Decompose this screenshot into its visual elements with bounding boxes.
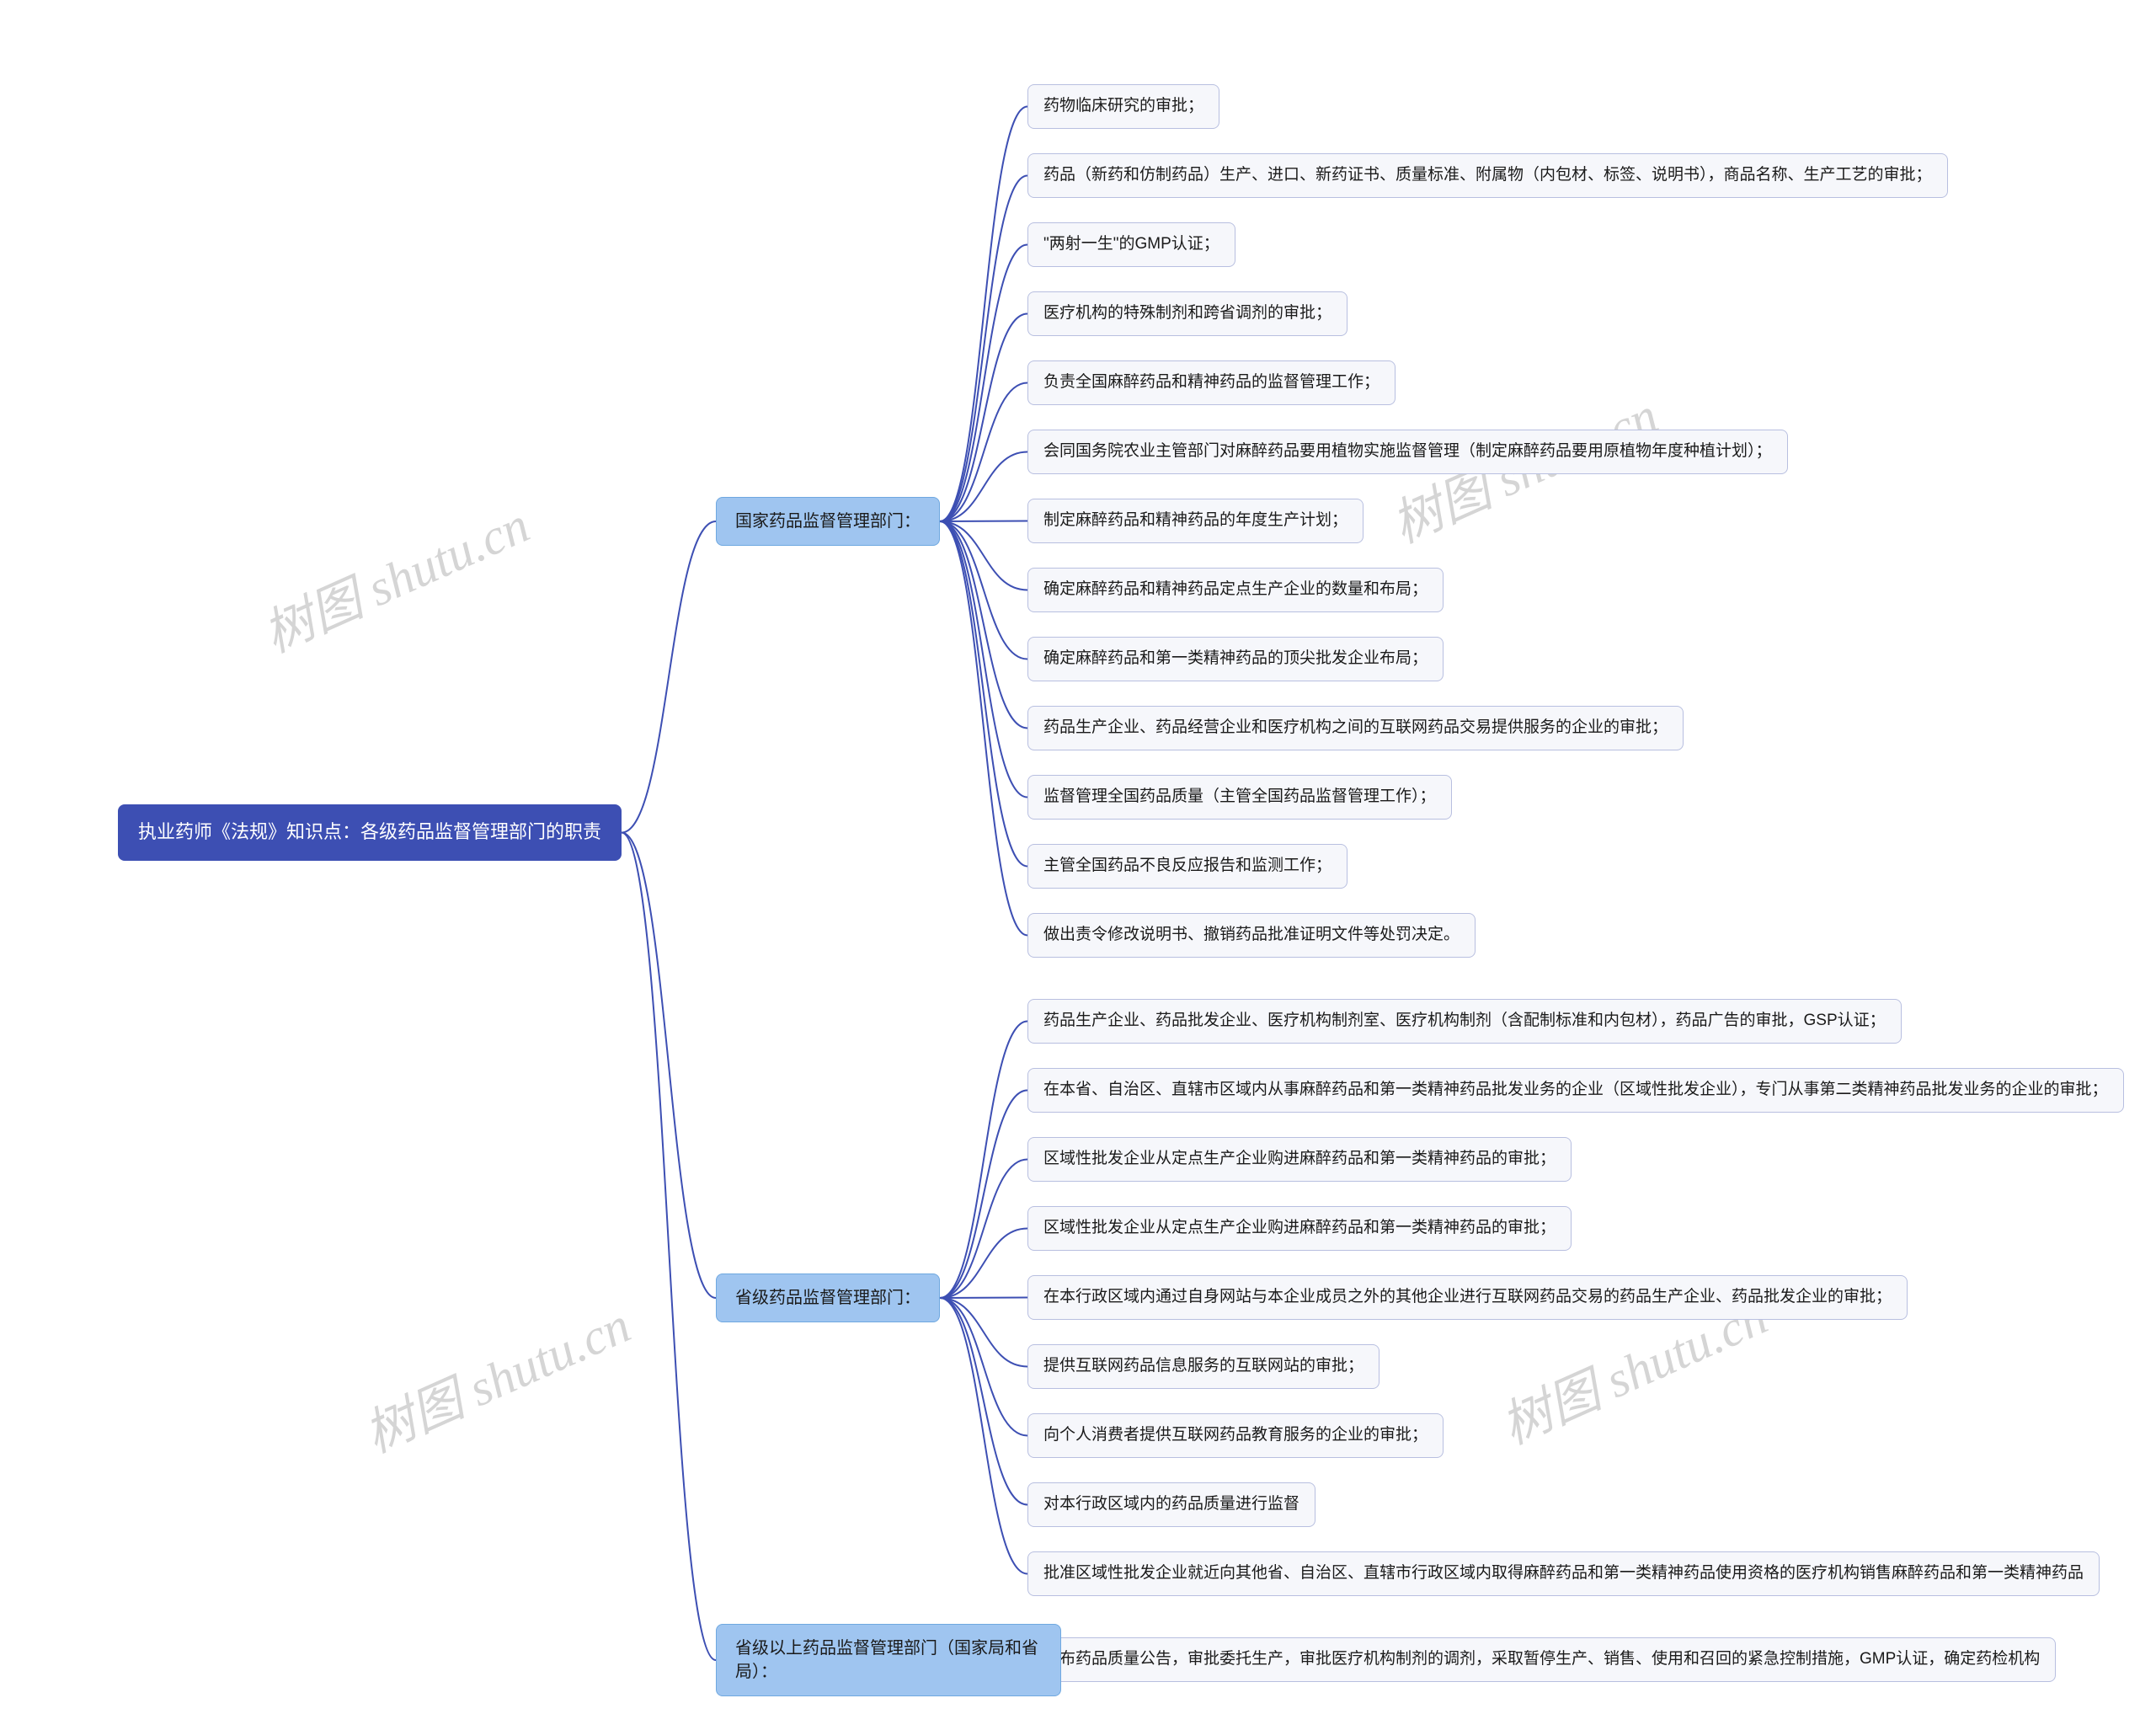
branch-node: 省级药品监督管理部门： xyxy=(716,1273,940,1322)
leaf-node: 在本行政区域内通过自身网站与本企业成员之外的其他企业进行互联网药品交易的药品生产… xyxy=(1027,1275,1908,1320)
leaf-node: 确定麻醉药品和精神药品定点生产企业的数量和布局； xyxy=(1027,568,1444,612)
leaf-node: 在本省、自治区、直辖市区域内从事麻醉药品和第一类精神药品批发业务的企业（区域性批… xyxy=(1027,1068,2124,1113)
branch-node: 国家药品监督管理部门： xyxy=(716,497,940,546)
branch-node: 省级以上药品监督管理部门（国家局和省局）： xyxy=(716,1624,1061,1696)
leaf-node: "两射一生"的GMP认证； xyxy=(1027,222,1235,267)
leaf-node: 批准区域性批发企业就近向其他省、自治区、直辖市行政区域内取得麻醉药品和第一类精神… xyxy=(1027,1551,2100,1596)
leaf-node: 确定麻醉药品和第一类精神药品的顶尖批发企业布局； xyxy=(1027,637,1444,681)
leaf-node: 会同国务院农业主管部门对麻醉药品要用植物实施监督管理（制定麻醉药品要用原植物年度… xyxy=(1027,430,1788,474)
leaf-node: 药品生产企业、药品经营企业和医疗机构之间的互联网药品交易提供服务的企业的审批； xyxy=(1027,706,1684,750)
leaf-node: 提供互联网药品信息服务的互联网站的审批； xyxy=(1027,1344,1380,1389)
leaf-node: 区域性批发企业从定点生产企业购进麻醉药品和第一类精神药品的审批； xyxy=(1027,1206,1572,1251)
leaf-node: 做出责令修改说明书、撤销药品批准证明文件等处罚决定。 xyxy=(1027,913,1476,958)
leaf-node: 主管全国药品不良反应报告和监测工作； xyxy=(1027,844,1348,889)
leaf-node: 向个人消费者提供互联网药品教育服务的企业的审批； xyxy=(1027,1413,1444,1458)
leaf-node: 制定麻醉药品和精神药品的年度生产计划； xyxy=(1027,499,1364,543)
leaf-node: 医疗机构的特殊制剂和跨省调剂的审批； xyxy=(1027,291,1348,336)
leaf-node: 负责全国麻醉药品和精神药品的监督管理工作； xyxy=(1027,360,1396,405)
mindmap-canvas: 树图 shutu.cn 树图 shutu.cn 树图 shutu.cn 树图 s… xyxy=(0,0,2156,1714)
leaf-node: 区域性批发企业从定点生产企业购进麻醉药品和第一类精神药品的审批； xyxy=(1027,1137,1572,1182)
leaf-node: 药品（新药和仿制药品）生产、进口、新药证书、质量标准、附属物（内包材、标签、说明… xyxy=(1027,153,1948,198)
leaf-node: 药物临床研究的审批； xyxy=(1027,84,1219,129)
leaf-node: 药品生产企业、药品批发企业、医疗机构制剂室、医疗机构制剂（含配制标准和内包材），… xyxy=(1027,999,1902,1044)
root-node: 执业药师《法规》知识点：各级药品监督管理部门的职责 xyxy=(118,804,622,861)
leaf-node: 发布药品质量公告，审批委托生产，审批医疗机构制剂的调剂，采取暂停生产、销售、使用… xyxy=(1027,1637,2056,1682)
leaf-node: 对本行政区域内的药品质量进行监督 xyxy=(1027,1482,1315,1527)
leaf-node: 监督管理全国药品质量（主管全国药品监督管理工作）； xyxy=(1027,775,1452,820)
